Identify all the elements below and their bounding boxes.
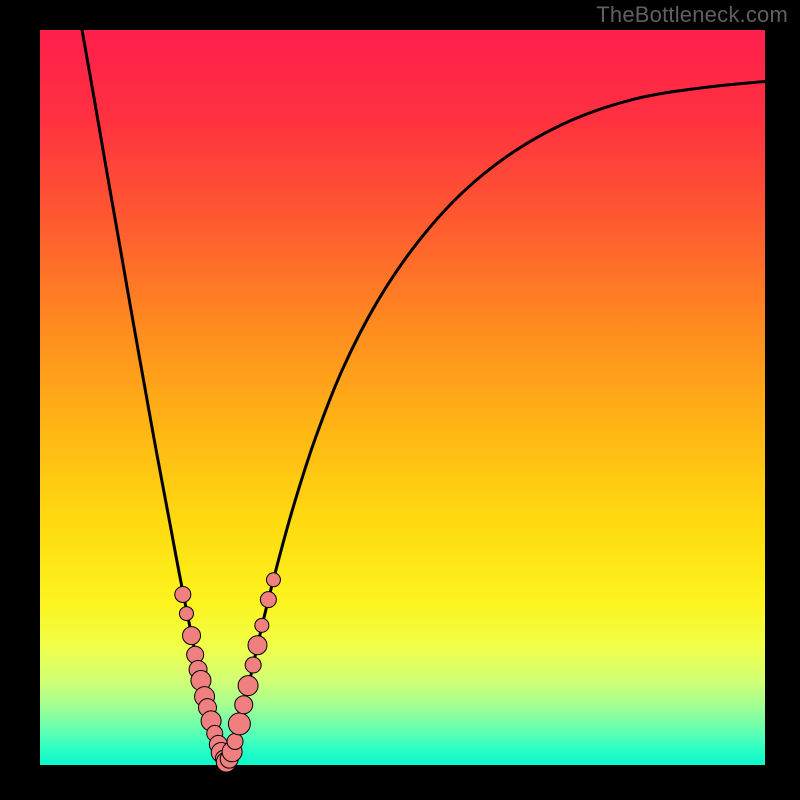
marker-point <box>227 733 243 749</box>
plot-background <box>40 30 765 765</box>
marker-point <box>245 657 261 673</box>
bottleneck-chart-svg <box>0 0 800 800</box>
marker-point <box>260 592 276 608</box>
marker-point <box>183 627 201 645</box>
watermark-text: TheBottleneck.com <box>596 2 788 28</box>
marker-point <box>175 586 191 602</box>
marker-point <box>235 696 253 714</box>
marker-point <box>238 676 258 696</box>
marker-point <box>248 636 267 655</box>
marker-point <box>228 713 250 735</box>
marker-point <box>179 607 193 621</box>
marker-point <box>255 618 269 632</box>
chart-container: TheBottleneck.com <box>0 0 800 800</box>
marker-point <box>266 573 280 587</box>
